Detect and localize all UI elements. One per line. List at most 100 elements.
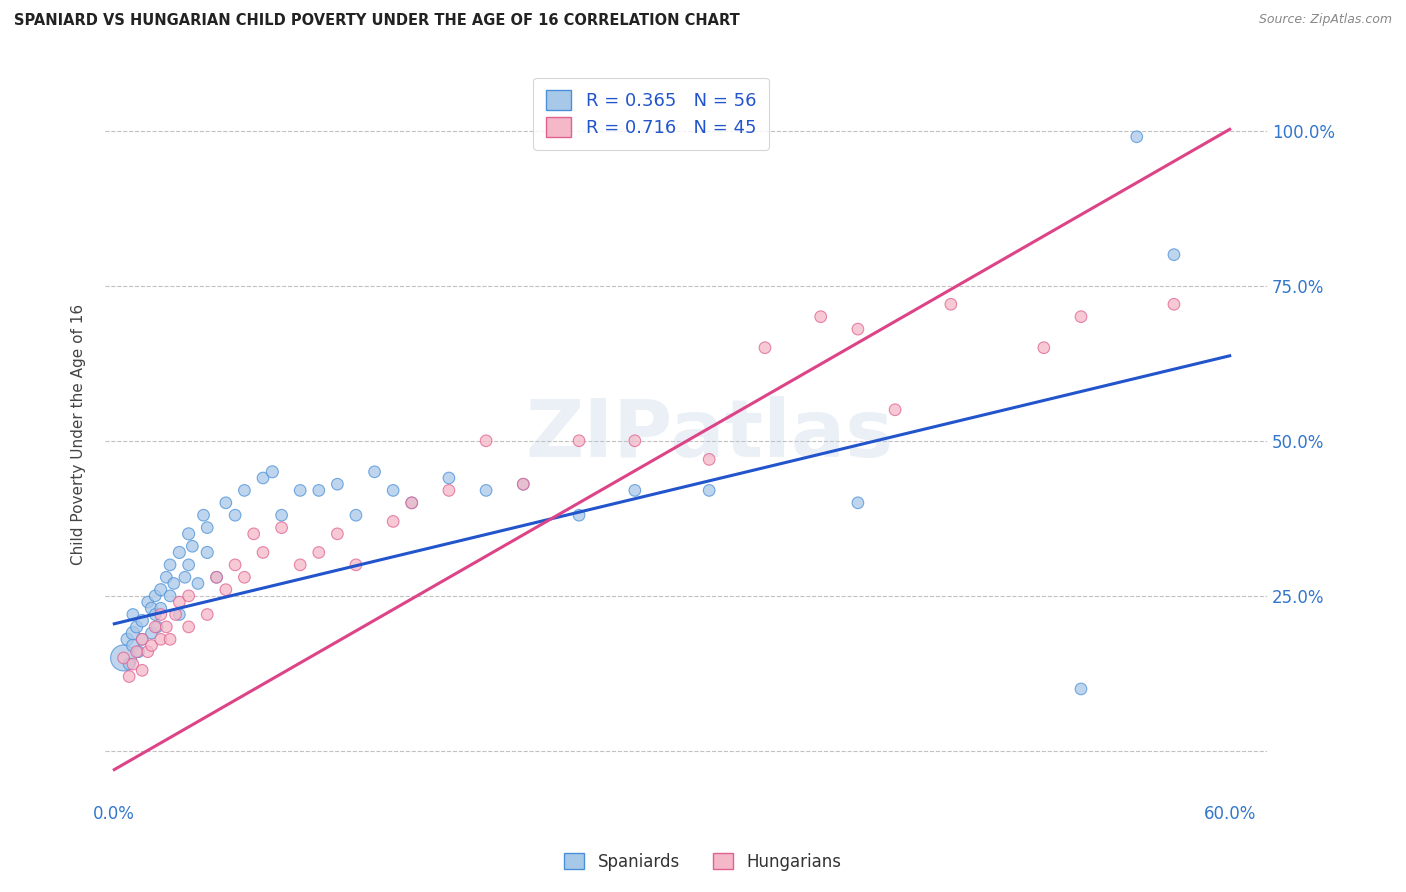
Point: [163, 576, 186, 591]
Point: [512, 477, 534, 491]
Point: [624, 434, 647, 448]
Point: [1163, 297, 1185, 311]
Point: [131, 614, 153, 628]
Point: [326, 526, 349, 541]
Point: [344, 508, 367, 523]
Point: [382, 515, 405, 529]
Point: [112, 651, 135, 665]
Point: [290, 483, 312, 498]
Point: [195, 545, 218, 559]
Point: [205, 570, 228, 584]
Point: [149, 607, 172, 622]
Point: [155, 620, 177, 634]
Legend: Spaniards, Hungarians: Spaniards, Hungarians: [555, 845, 851, 880]
Point: [884, 402, 907, 417]
Point: [122, 607, 145, 622]
Point: [177, 558, 200, 572]
Point: [326, 477, 349, 491]
Point: [1163, 247, 1185, 261]
Point: [215, 496, 238, 510]
Point: [118, 669, 141, 683]
Point: [159, 632, 181, 647]
Point: [224, 558, 246, 572]
Point: [155, 570, 177, 584]
Point: [125, 620, 148, 634]
Point: [846, 322, 869, 336]
Point: [401, 496, 423, 510]
Point: [131, 632, 153, 647]
Point: [122, 657, 145, 672]
Point: [122, 626, 145, 640]
Point: [177, 620, 200, 634]
Point: [117, 632, 139, 647]
Point: [939, 297, 962, 311]
Point: [437, 471, 460, 485]
Point: [118, 657, 141, 672]
Point: [131, 632, 153, 647]
Point: [131, 663, 153, 677]
Point: [112, 651, 135, 665]
Point: [127, 645, 149, 659]
Point: [233, 483, 256, 498]
Point: [224, 508, 246, 523]
Point: [149, 632, 172, 647]
Point: [1032, 341, 1054, 355]
Point: [252, 545, 274, 559]
Point: [177, 526, 200, 541]
Text: ZIPatlas: ZIPatlas: [524, 395, 893, 474]
Point: [568, 434, 591, 448]
Point: [437, 483, 460, 498]
Point: [215, 582, 238, 597]
Point: [233, 570, 256, 584]
Point: [697, 483, 720, 498]
Point: [344, 558, 367, 572]
Point: [1070, 681, 1092, 696]
Point: [169, 545, 191, 559]
Point: [252, 471, 274, 485]
Point: [195, 521, 218, 535]
Point: [363, 465, 385, 479]
Point: [122, 639, 145, 653]
Point: [697, 452, 720, 467]
Point: [169, 607, 191, 622]
Point: [512, 477, 534, 491]
Text: SPANIARD VS HUNGARIAN CHILD POVERTY UNDER THE AGE OF 16 CORRELATION CHART: SPANIARD VS HUNGARIAN CHILD POVERTY UNDE…: [14, 13, 740, 29]
Point: [136, 595, 159, 609]
Point: [177, 589, 200, 603]
Point: [141, 601, 163, 615]
Point: [159, 589, 181, 603]
Point: [181, 539, 204, 553]
Point: [308, 483, 330, 498]
Y-axis label: Child Poverty Under the Age of 16: Child Poverty Under the Age of 16: [72, 304, 86, 566]
Point: [187, 576, 209, 591]
Point: [165, 607, 187, 622]
Point: [143, 620, 166, 634]
Point: [146, 620, 169, 634]
Point: [141, 626, 163, 640]
Point: [308, 545, 330, 559]
Point: [624, 483, 647, 498]
Point: [846, 496, 869, 510]
Point: [143, 589, 166, 603]
Point: [195, 607, 218, 622]
Point: [149, 601, 172, 615]
Point: [149, 582, 172, 597]
Point: [193, 508, 215, 523]
Point: [475, 483, 498, 498]
Point: [401, 496, 423, 510]
Point: [1126, 129, 1149, 144]
Point: [382, 483, 405, 498]
Point: [568, 508, 591, 523]
Point: [754, 341, 776, 355]
Point: [143, 607, 166, 622]
Point: [270, 508, 292, 523]
Point: [475, 434, 498, 448]
Point: [270, 521, 292, 535]
Point: [290, 558, 312, 572]
Point: [174, 570, 197, 584]
Point: [169, 595, 191, 609]
Point: [205, 570, 228, 584]
Point: [262, 465, 284, 479]
Point: [242, 526, 264, 541]
Point: [810, 310, 832, 324]
